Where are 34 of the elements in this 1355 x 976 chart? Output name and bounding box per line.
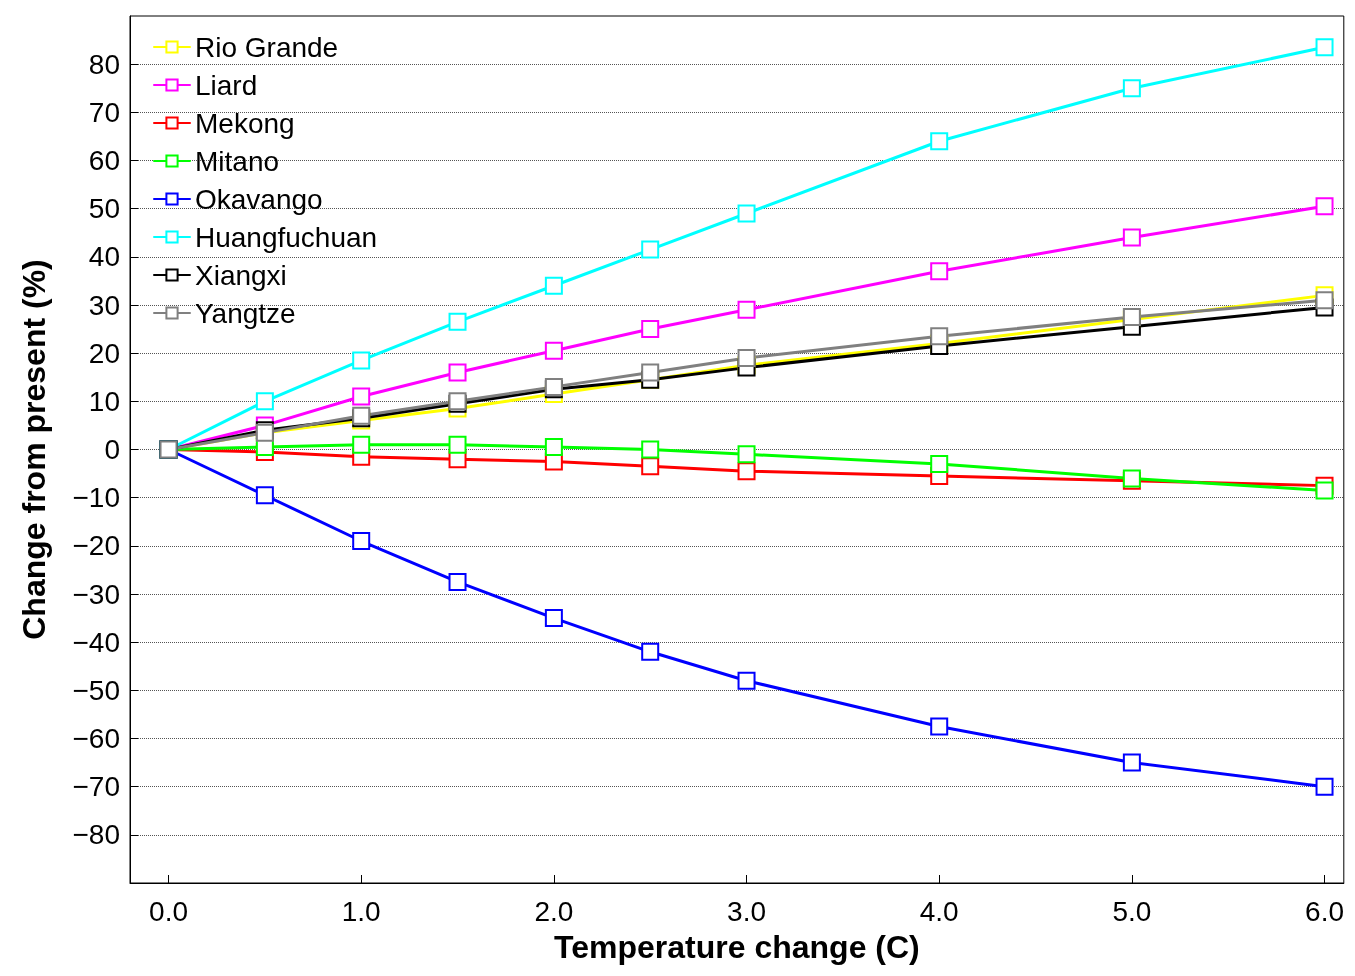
y-tick-label: −10 (72, 482, 120, 514)
y-tick-label: −30 (72, 578, 120, 610)
legend-label: Liard (195, 69, 258, 101)
y-tick-label: 50 (88, 193, 120, 225)
y-tick-label: 20 (88, 337, 120, 369)
x-tick-label: 3.0 (727, 895, 766, 927)
legend-label: Xiangxi (195, 259, 287, 291)
y-tick-label: 30 (88, 289, 120, 321)
y-tick-label: −20 (72, 530, 120, 562)
x-tick-label: 4.0 (919, 895, 959, 927)
y-tick-label: 10 (88, 385, 120, 417)
y-axis-title: Change from present (%) (16, 259, 52, 640)
x-tick-label: 5.0 (1112, 895, 1152, 927)
y-tick-label: 40 (88, 241, 120, 273)
y-tick-label: −60 (72, 723, 120, 754)
legend-label: Okavango (195, 183, 323, 215)
x-tick-label: 0.0 (149, 895, 188, 927)
y-tick-label: 80 (88, 48, 120, 80)
y-tick-label: −80 (72, 819, 120, 851)
y-tick-label: 60 (88, 145, 120, 176)
y-tick-label: −40 (72, 626, 120, 658)
y-tick-label: −50 (72, 674, 120, 706)
legend-label: Yangtze (195, 297, 296, 329)
x-tick-label: 6.0 (1305, 895, 1345, 927)
x-axis-title: Temperature change (C) (554, 929, 920, 965)
y-tick-label: 0 (104, 434, 120, 465)
y-tick-label: 70 (88, 96, 120, 128)
x-tick-label: 2.0 (534, 895, 574, 927)
y-tick-label: −70 (72, 771, 120, 803)
x-tick-label: 1.0 (341, 895, 381, 927)
legend-label: Rio Grande (195, 31, 339, 63)
legend-label: Mekong (195, 107, 295, 139)
legend-label: Mitano (195, 145, 280, 177)
legend-label: Huangfuchuan (195, 221, 378, 253)
